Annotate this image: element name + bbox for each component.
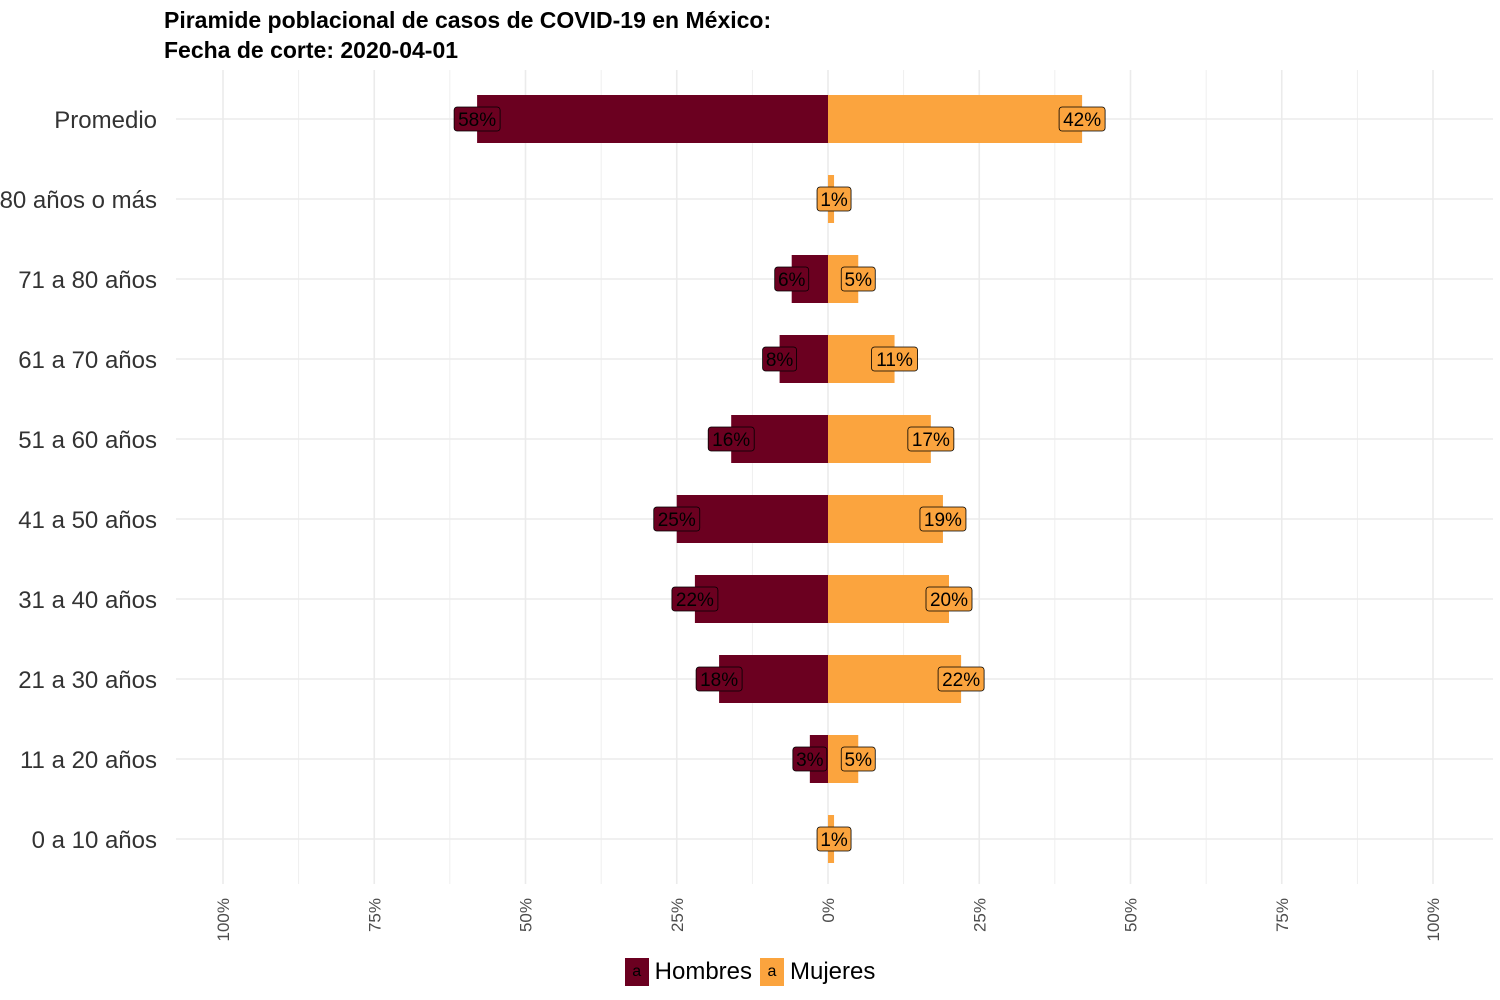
- data-label-mujeres-box: [816, 186, 852, 212]
- data-label-hombres: 16%: [707, 426, 755, 452]
- y-axis-label: 41 a 50 años: [18, 507, 157, 534]
- data-label-mujeres: 17%: [907, 426, 955, 452]
- data-label-hombres-text: 8%: [766, 350, 794, 371]
- legend-item-mujeres: a Mujeres: [760, 958, 875, 986]
- legend: a Hombres a Mujeres: [0, 958, 1500, 986]
- data-label-hombres: 8%: [762, 346, 797, 372]
- data-label-hombres: 58%: [453, 106, 501, 132]
- data-label-hombres-box: [653, 506, 701, 532]
- x-tick-label: 25%: [970, 898, 989, 932]
- legend-key-mujeres: a: [760, 958, 784, 986]
- x-tick-label: 50%: [1122, 898, 1141, 932]
- y-axis-label: 71 a 80 años: [18, 267, 157, 294]
- data-label-mujeres: 11%: [871, 346, 918, 372]
- legend-label-mujeres: Mujeres: [790, 958, 876, 985]
- data-label-hombres-box: [671, 586, 719, 612]
- data-label-mujeres: 22%: [937, 666, 985, 692]
- data-label-mujeres: 20%: [925, 586, 973, 612]
- y-axis-labels: Promedio 80 años o más 71 a 80 años 61 a 70…: [0, 107, 157, 854]
- x-tick-label: 0%: [819, 898, 838, 923]
- data-label-hombres-box: [792, 746, 828, 772]
- data-label-mujeres-text: 19%: [924, 510, 962, 531]
- data-label-mujeres: 42%: [1058, 106, 1106, 132]
- data-label-hombres-box: [707, 426, 755, 452]
- data-label-mujeres-box: [925, 586, 973, 612]
- data-label-hombres-text: 58%: [458, 110, 496, 131]
- data-label-mujeres-box: [840, 746, 876, 772]
- x-tick-label: 75%: [365, 898, 384, 932]
- data-label-hombres-box: [774, 266, 810, 292]
- y-axis-label: 0 a 10 años: [32, 827, 157, 854]
- data-label-hombres-text: 6%: [778, 270, 806, 291]
- data-label-mujeres-box: [937, 666, 985, 692]
- data-label-hombres: 22%: [671, 586, 719, 612]
- data-label-mujeres-text: 20%: [930, 590, 968, 611]
- data-label-mujeres-text: 5%: [845, 750, 873, 771]
- y-axis-label: 61 a 70 años: [18, 347, 157, 374]
- data-label-hombres: 25%: [653, 506, 701, 532]
- data-label-mujeres: 5%: [840, 746, 876, 772]
- data-label-mujeres-text: 22%: [942, 670, 980, 691]
- bar-hombres: [477, 95, 828, 143]
- data-label-hombres-box: [762, 346, 797, 372]
- data-label-mujeres: 5%: [840, 266, 876, 292]
- y-axis-label: 11 a 20 años: [20, 747, 157, 774]
- x-axis-tick-labels: 100% 75% 50% 25% 0% 25% 50% 75% 100%: [214, 898, 1443, 941]
- bar-hombres: [676, 495, 828, 543]
- data-label-hombres-box: [453, 106, 501, 132]
- data-label-mujeres-text: 11%: [876, 350, 913, 371]
- data-label-hombres-text: 16%: [712, 430, 750, 451]
- bars: [477, 95, 1083, 863]
- x-tick-label: 75%: [1273, 898, 1292, 932]
- data-label-hombres-text: 3%: [796, 750, 824, 771]
- data-label-hombres: 18%: [695, 666, 743, 692]
- data-label-hombres: 3%: [792, 746, 828, 772]
- x-tick-label: 50%: [517, 898, 536, 932]
- data-label-mujeres-text: 42%: [1063, 110, 1101, 131]
- data-label-mujeres-text: 5%: [845, 270, 873, 291]
- data-label-mujeres-box: [871, 346, 918, 372]
- data-label-hombres-text: 22%: [676, 590, 714, 611]
- y-axis-label: 51 a 60 años: [18, 427, 157, 454]
- data-label-hombres-text: 18%: [700, 670, 738, 691]
- data-label-hombres-box: [695, 666, 743, 692]
- data-label-hombres: 6%: [774, 266, 810, 292]
- data-label-mujeres-box: [816, 826, 852, 852]
- data-label-hombres-text: 25%: [658, 510, 696, 531]
- legend-key-hombres: a: [624, 958, 649, 986]
- y-axis-label: 31 a 40 años: [18, 587, 157, 614]
- data-label-mujeres: 1%: [816, 826, 852, 852]
- data-label-mujeres-text: 1%: [820, 190, 848, 211]
- y-axis-label: 21 a 30 años: [18, 667, 157, 694]
- y-axis-label: 80 años o más: [0, 187, 157, 214]
- legend-label-hombres: Hombres: [654, 958, 752, 985]
- data-label-mujeres-text: 1%: [820, 830, 848, 851]
- x-tick-label: 100%: [214, 898, 233, 941]
- chart-title: Piramide poblacional de casos de COVID-1…: [164, 5, 771, 65]
- data-label-mujeres-box: [919, 506, 967, 532]
- legend-item-hombres: a Hombres: [624, 958, 752, 986]
- x-tick-label: 25%: [668, 898, 687, 932]
- population-pyramid-chart: Promedio 80 años o más 71 a 80 años 61 a 70…: [0, 70, 1493, 941]
- chart-title-line2: Fecha de corte: 2020-04-01: [164, 37, 459, 63]
- data-label-mujeres-box: [1058, 106, 1106, 132]
- chart-title-line1: Piramide poblacional de casos de COVID-1…: [164, 7, 772, 33]
- data-labels: 58% 42% 1% 6% 5% 8% 11% 16% 17% 25% 19% 22% 20% 18% 22…: [453, 106, 1106, 852]
- x-tick-label: 100%: [1424, 898, 1443, 941]
- y-axis-label: Promedio: [54, 107, 157, 134]
- data-label-mujeres: 1%: [816, 186, 852, 212]
- data-label-mujeres-box: [907, 426, 955, 452]
- data-label-mujeres-text: 17%: [912, 430, 950, 451]
- data-label-mujeres-box: [840, 266, 876, 292]
- bar-mujeres: [828, 95, 1083, 143]
- data-label-mujeres: 19%: [919, 506, 967, 532]
